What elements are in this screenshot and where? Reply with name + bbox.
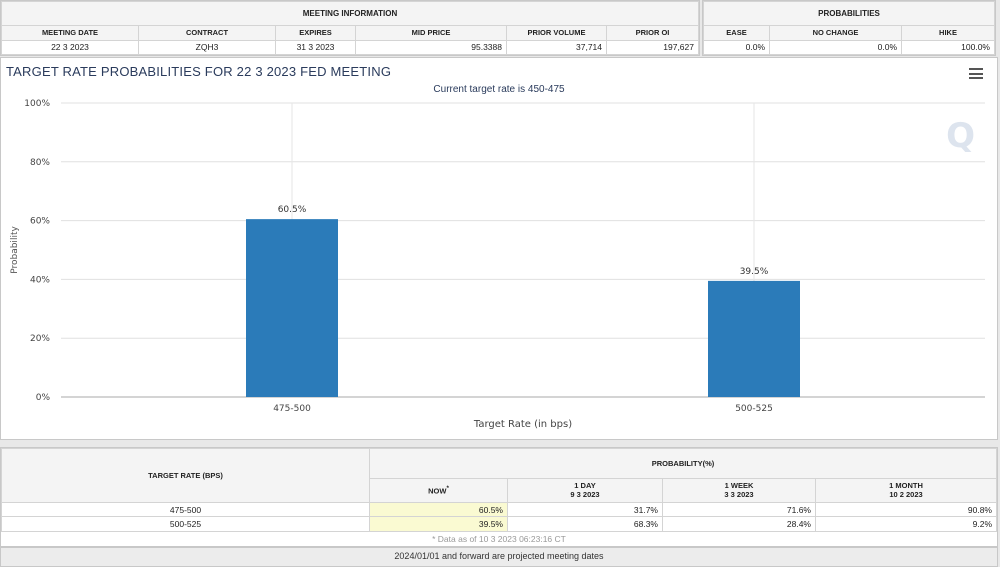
header-1-month-date: 10 2 2023 (889, 490, 923, 500)
x-tick-label: 500-525 (735, 404, 773, 414)
y-tick-label: 60% (30, 217, 50, 227)
mid-price-value: 95.3388 (355, 39, 507, 56)
ease-value: 0.0% (703, 39, 770, 56)
header-meeting-date: MEETING DATE (1, 25, 139, 41)
header-no-change: NO CHANGE (769, 25, 902, 41)
header-1-month-label: 1 MONTH (889, 481, 923, 491)
bar-chart: 0% 20% 40% 60% 80% 100% 60.5% 475-500 39.5% 500-5… (10, 99, 985, 430)
table-row: 500-525 39.5% 68.3% 28.4% 9.2% (1, 516, 997, 532)
data-label: 39.5% (740, 267, 769, 277)
row-1-week-value: 71.6% (662, 501, 816, 518)
probabilities-title: PROBABILITIES (703, 0, 995, 27)
hamburger-menu-icon[interactable] (969, 68, 983, 79)
header-1-week-label: 1 WEEK (724, 481, 754, 491)
data-label: 60.5% (278, 205, 307, 215)
header-hike: HIKE (901, 25, 995, 41)
row-now-value: 60.5% (369, 501, 508, 518)
row-1-month-value: 90.8% (815, 501, 997, 518)
y-tick-label: 40% (30, 275, 50, 285)
meeting-information-table: MEETING INFORMATION MEETING DATE CONTRAC… (1, 0, 699, 56)
header-now-label: NOW (428, 486, 447, 496)
row-1-week-value: 28.4% (662, 516, 816, 532)
probability-table: TARGET RATE (BPS) PROBABILITY(%) NOW* 1 … (1, 448, 997, 546)
no-change-value: 0.0% (769, 39, 902, 56)
table-row: 475-500 60.5% 31.7% 71.6% 90.8% (1, 501, 997, 518)
bar (246, 219, 338, 397)
footer-note: 2024/01/01 and forward are projected mee… (0, 547, 998, 567)
y-tick-label: 0% (36, 393, 51, 403)
header-1-day: 1 DAY 9 3 2023 (507, 478, 663, 503)
chart-panel: TARGET RATE PROBABILITIES FOR 22 3 2023 … (0, 57, 998, 440)
chart-title: TARGET RATE PROBABILITIES FOR 22 3 2023 … (6, 64, 392, 79)
header-target-rate: TARGET RATE (BPS) (1, 448, 370, 503)
row-1-day-value: 31.7% (507, 501, 663, 518)
header-1-day-label: 1 DAY (574, 481, 596, 491)
header-1-day-date: 9 3 2023 (570, 490, 600, 500)
x-tick-label: 475-500 (273, 404, 311, 414)
row-1-month-value: 9.2% (815, 516, 997, 532)
prior-oi-value: 197,627 (606, 39, 699, 56)
header-expires: EXPIRES (275, 25, 356, 41)
y-tick-label: 100% (24, 99, 50, 109)
header-1-week-date: 3 3 2023 (724, 490, 754, 500)
header-1-month: 1 MONTH 10 2 2023 (815, 478, 997, 503)
chart-subtitle: Current target rate is 450-475 (433, 84, 565, 95)
row-1-day-value: 68.3% (507, 516, 663, 532)
probability-table-panel: TARGET RATE (BPS) PROBABILITY(%) NOW* 1 … (0, 447, 998, 547)
y-tick-label: 80% (30, 158, 50, 168)
y-tick-label: 20% (30, 334, 50, 344)
logo-q-icon: Q (946, 116, 975, 156)
row-rate: 500-525 (1, 516, 370, 532)
contract-value: ZQH3 (138, 39, 276, 56)
x-axis-title: Target Rate (in bps) (473, 419, 572, 430)
probabilities-panel: PROBABILITIES EASE NO CHANGE HIKE 0.0% 0… (702, 0, 996, 56)
y-axis-title: Probability (10, 226, 20, 274)
header-probability: PROBABILITY(%) (369, 448, 997, 479)
header-prior-oi: PRIOR OI (606, 25, 699, 41)
meeting-information-panel: MEETING INFORMATION MEETING DATE CONTRAC… (0, 0, 700, 56)
header-now-asterisk: * (446, 485, 449, 493)
bar (708, 280, 800, 397)
hike-value: 100.0% (901, 39, 995, 56)
header-contract: CONTRACT (138, 25, 276, 41)
row-rate: 475-500 (1, 501, 370, 518)
meeting-date-value: 22 3 2023 (1, 39, 139, 56)
prior-volume-value: 37,714 (506, 39, 607, 56)
header-prior-volume: PRIOR VOLUME (506, 25, 607, 41)
data-as-of-note: * Data as of 10 3 2023 06:23:16 CT (432, 533, 566, 544)
probabilities-table: PROBABILITIES EASE NO CHANGE HIKE 0.0% 0… (703, 0, 995, 56)
expires-value: 31 3 2023 (275, 39, 356, 56)
header-1-week: 1 WEEK 3 3 2023 (662, 478, 816, 503)
header-ease: EASE (703, 25, 770, 41)
meeting-information-title: MEETING INFORMATION (1, 0, 699, 27)
row-now-value: 39.5% (369, 516, 508, 532)
header-mid-price: MID PRICE (355, 25, 507, 41)
header-now: NOW* (369, 478, 508, 503)
